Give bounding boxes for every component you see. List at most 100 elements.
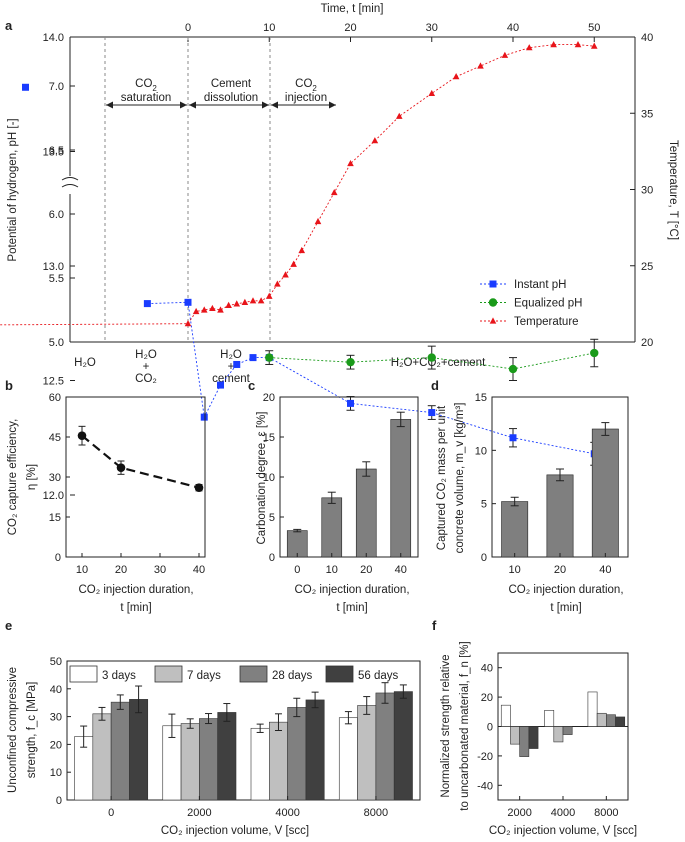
efficiency-line — [81, 434, 200, 489]
data-point-triangle — [225, 301, 232, 308]
ytick-label-left: 13.0 — [43, 261, 64, 273]
legend-label: Temperature — [514, 316, 579, 328]
legend-label: 7 days — [187, 670, 221, 682]
ytick-label: 50 — [50, 656, 62, 668]
data-point-circle — [508, 364, 518, 374]
bar — [355, 468, 377, 558]
ytick-label: 0 — [56, 795, 62, 807]
data-point-triangle — [265, 292, 273, 299]
xtick-label: 2000 — [507, 807, 531, 819]
arrow-co2-injection-head — [329, 101, 336, 109]
data-point-triangle — [200, 306, 208, 313]
data-point-triangle — [209, 304, 216, 312]
ytick-label: 0 — [269, 552, 275, 564]
xtick-label: 20 — [115, 564, 127, 576]
y-axis-title-right: Temperature, T [°C] — [667, 140, 679, 240]
data-point-square — [184, 298, 192, 306]
bar-3-days — [500, 704, 511, 727]
bar-56-days — [305, 699, 325, 801]
xtick-label-top: 40 — [507, 22, 519, 34]
bar — [591, 428, 619, 558]
data-point-triangle — [525, 44, 533, 51]
x-axis-title: CO₂ injection duration, — [294, 584, 409, 596]
data-point-triangle — [452, 73, 460, 80]
data-point-triangle — [330, 188, 338, 196]
data-point-circle — [346, 357, 355, 367]
data-point — [77, 431, 87, 440]
data-point-triangle — [501, 51, 509, 58]
xtick-label-top: 20 — [344, 22, 356, 34]
panel-label-c: c — [248, 378, 255, 393]
ytick-label-right: 40 — [641, 32, 653, 44]
xtick-label: 8000 — [594, 807, 618, 819]
ytick-label-left: 7.0 — [49, 81, 64, 93]
bar-56-days — [217, 712, 237, 801]
data-point-triangle — [298, 246, 306, 254]
data-point-square — [509, 434, 517, 442]
ytick-label: -40 — [477, 780, 493, 792]
plot-frame — [66, 660, 421, 801]
label-water-co2: H₂O — [135, 349, 157, 361]
bar-56-days — [129, 699, 149, 801]
data-point-square — [249, 354, 257, 362]
legend-label: Equalized pH — [514, 298, 582, 310]
xtick-label: 40 — [193, 564, 205, 576]
arrow-co2-saturation-head — [106, 101, 113, 109]
label-water-cement: H₂O — [220, 349, 242, 361]
label-co2-injection: CO2 — [295, 78, 317, 93]
data-point-triangle — [233, 300, 241, 307]
data-point-triangle — [274, 280, 281, 287]
bar-28-days — [110, 701, 130, 801]
ytick-label: 15 — [475, 392, 487, 404]
data-point-triangle — [290, 260, 297, 267]
bar-28-days — [562, 726, 573, 735]
ytick-label-right: 30 — [641, 185, 653, 197]
bar-28-days — [199, 718, 218, 801]
xtick-label: 0 — [108, 807, 114, 819]
legend-swatch — [239, 665, 268, 683]
series-line-2 — [0, 44, 595, 326]
ytick-label: 60 — [49, 392, 61, 404]
label-cement-dissolution-2: dissolution — [204, 92, 258, 104]
arrow-co2-saturation-head — [180, 101, 187, 109]
ytick-label: 10 — [50, 767, 62, 779]
ytick-label: 10 — [263, 472, 275, 484]
xtick-label: 2000 — [187, 807, 211, 819]
bar-3-days — [250, 727, 270, 801]
bar-28-days — [375, 692, 395, 801]
data-point-circle — [590, 348, 599, 358]
bar — [546, 474, 574, 558]
legend-marker — [489, 317, 497, 324]
ytick-label: 20 — [263, 392, 275, 404]
axis-break — [61, 177, 79, 188]
ytick-label: 40 — [50, 684, 62, 696]
y-axis-title: Unconfined compressive — [7, 667, 19, 793]
xtick-label-top: 0 — [185, 22, 191, 34]
bar-7-days — [92, 713, 112, 801]
ytick-label-left: 5.5 — [49, 273, 64, 285]
ytick-label-left: 14.0 — [43, 32, 64, 44]
legend-swatch — [325, 665, 354, 683]
bar-56-days — [528, 726, 539, 749]
x-axis-title-2: t [min] — [336, 602, 367, 614]
data-point-square — [200, 413, 208, 421]
ytick-label-right: 25 — [641, 261, 653, 273]
bar-3-days — [544, 710, 555, 727]
bar-28-days — [519, 726, 530, 757]
bar-7-days — [596, 712, 607, 727]
label-water-cement: + — [228, 361, 235, 373]
xtick-label: 20 — [360, 564, 372, 576]
ytick-label-right: 35 — [641, 108, 653, 120]
xtick-label: 40 — [599, 564, 611, 576]
y-axis-title: CO₂ capture efficiency, — [7, 419, 19, 536]
x-axis-title-2: t [min] — [120, 602, 151, 614]
label-water-co2-cement: H₂O+CO₂+cement — [391, 357, 486, 369]
label-co2-saturation: CO2 — [135, 78, 157, 93]
y-axis-title-2: to uncarbonated material, f_n [%] — [459, 641, 471, 810]
data-point-circle — [265, 353, 274, 362]
data-point-triangle — [217, 306, 224, 313]
bar-28-days — [287, 707, 307, 801]
ytick-label: 30 — [50, 712, 62, 724]
legend-swatch — [69, 665, 98, 683]
